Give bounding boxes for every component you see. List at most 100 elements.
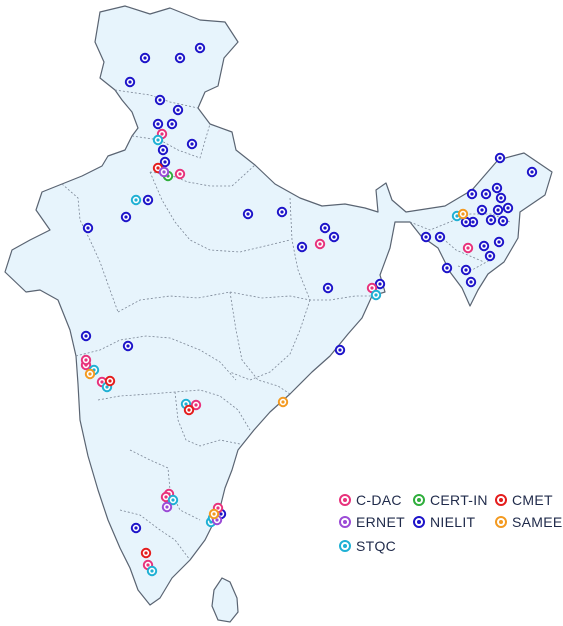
cdac-marker-center [164,495,168,499]
legend-label: NIELIT [430,514,476,530]
sameer-marker-center [281,400,285,404]
sri-lanka-outline [211,577,239,623]
cmet-marker-center [108,379,112,383]
nielit-marker-center [124,215,128,219]
nielit-marker-center [498,156,502,160]
cmet-marker-center [144,551,148,555]
nielit-marker-center [378,282,382,286]
nielit-marker-center [178,56,182,60]
nielit-marker-center [495,186,499,190]
ernet-marker-center [162,170,166,174]
nielit-marker-center [134,526,138,530]
stqc-marker-icon [339,540,351,552]
nielit-marker-center [488,254,492,258]
nielit-marker-center [163,160,167,164]
cdac-marker-center [160,132,164,136]
legend-label: C-DAC [356,492,402,508]
stqc-marker-center [184,402,188,406]
nielit-marker-center [219,512,223,516]
sameer-marker-center [88,372,92,376]
ernet-marker-center [215,518,219,522]
sameer-marker-center [212,512,216,516]
nielit-marker-center [323,226,327,230]
nielit-marker-center [156,122,160,126]
cdac-marker-center [194,403,198,407]
nielit-marker-center [496,208,500,212]
nielit-marker-center [126,344,130,348]
stqc-marker-center [374,293,378,297]
cdac-marker-center [178,172,182,176]
nielit-marker-center [176,108,180,112]
nielit-marker-center [530,170,534,174]
nielit-marker-center [280,210,284,214]
stqc-marker-center [134,198,138,202]
nielit-marker-center [246,212,250,216]
cdac-marker-center [318,242,322,246]
nielit-marker-center [470,192,474,196]
legend-item-cdac: C-DAC [339,492,402,508]
nielit-marker-center [469,280,473,284]
nielit-marker-center [480,208,484,212]
nielit-marker-center [86,226,90,230]
legend: C-DAC CERT-IN CMET ERNET NIELIT SAMEER STQC [333,492,563,562]
legend-item-stqc: STQC [339,538,396,554]
cdac-marker-center [100,380,104,384]
nielit-marker-center [158,98,162,102]
cmet-marker-icon [495,494,507,506]
nielit-marker-center [482,244,486,248]
stqc-marker-center [105,385,109,389]
ernet-marker-icon [339,516,351,528]
sameer-marker-icon [495,516,507,528]
nielit-marker-center [300,245,304,249]
cdac-marker-center [466,246,470,250]
nielit-marker-center [198,46,202,50]
nielit-marker-center [143,56,147,60]
nielit-marker-center [424,235,428,239]
cdac-marker-center [146,563,150,567]
certin-marker-icon [413,494,425,506]
cdac-marker-icon [339,494,351,506]
legend-label: ERNET [356,514,405,530]
cdac-marker-center [216,506,220,510]
legend-label: STQC [356,538,397,554]
nielit-marker-center [146,198,150,202]
nielit-marker-center [128,80,132,84]
ernet-marker-center [165,505,169,509]
stqc-marker-center [156,138,160,142]
nielit-marker-center [501,219,505,223]
legend-item-nielit: NIELIT [413,514,475,530]
stqc-marker-center [171,498,175,502]
legend-label: CMET [512,492,553,508]
nielit-marker-center [497,240,501,244]
stqc-marker-center [455,214,459,218]
nielit-marker-center [338,348,342,352]
nielit-marker-center [332,235,336,239]
nielit-marker-center [499,196,503,200]
legend-item-certin: CERT-IN [413,492,488,508]
cmet-marker-center [156,166,160,170]
nielit-marker-center [506,206,510,210]
cdac-marker-center [370,286,374,290]
institute-markers [80,42,538,577]
legend-item-sameer: SAMEER [495,514,563,530]
nielit-marker-center [161,148,165,152]
cdac-marker-center [84,358,88,362]
nielit-marker-center [438,235,442,239]
nielit-marker-icon [413,516,425,528]
nielit-marker-center [484,192,488,196]
legend-label: CERT-IN [430,492,488,508]
legend-item-cmet: CMET [495,492,553,508]
nielit-marker-center [471,220,475,224]
nielit-marker-center [464,268,468,272]
legend-label: SAMEER [512,514,563,530]
sameer-marker-center [461,212,465,216]
nielit-marker-center [445,266,449,270]
nielit-marker-center [170,122,174,126]
nielit-marker-center [464,220,468,224]
nielit-marker-center [326,286,330,290]
mainland-outline [4,5,553,606]
nielit-marker-center [190,142,194,146]
cmet-marker-center [187,408,191,412]
stqc-marker-center [150,569,154,573]
